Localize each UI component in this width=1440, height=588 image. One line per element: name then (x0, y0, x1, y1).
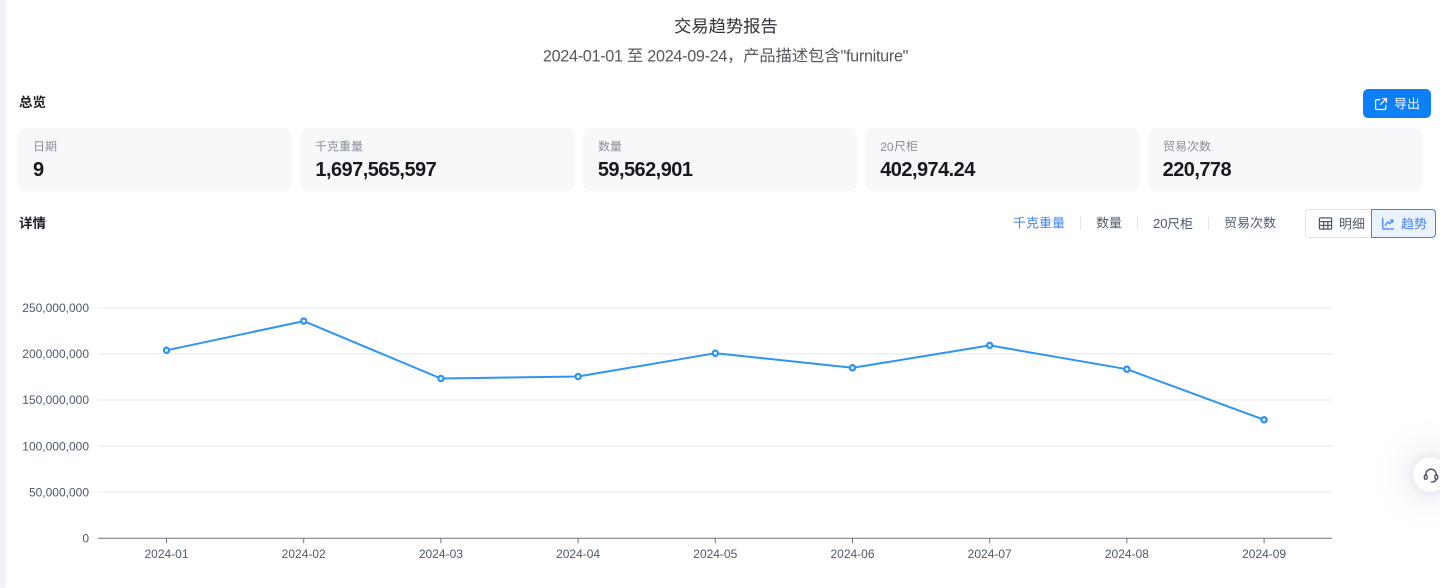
svg-text:2024-05: 2024-05 (693, 547, 737, 561)
svg-text:2024-01: 2024-01 (144, 547, 188, 561)
svg-text:2024-06: 2024-06 (830, 547, 874, 561)
svg-text:200,000,000: 200,000,000 (22, 347, 89, 361)
svg-text:2024-02: 2024-02 (282, 547, 326, 561)
svg-text:50,000,000: 50,000,000 (29, 485, 89, 499)
svg-text:2024-03: 2024-03 (419, 547, 463, 561)
svg-text:250,000,000: 250,000,000 (22, 301, 89, 315)
svg-text:2024-08: 2024-08 (1105, 547, 1149, 561)
svg-text:150,000,000: 150,000,000 (22, 393, 89, 407)
svg-text:2024-04: 2024-04 (556, 547, 600, 561)
svg-text:2024-07: 2024-07 (968, 547, 1012, 561)
svg-text:0: 0 (82, 532, 89, 546)
svg-text:2024-09: 2024-09 (1242, 547, 1286, 561)
svg-text:100,000,000: 100,000,000 (22, 439, 89, 453)
